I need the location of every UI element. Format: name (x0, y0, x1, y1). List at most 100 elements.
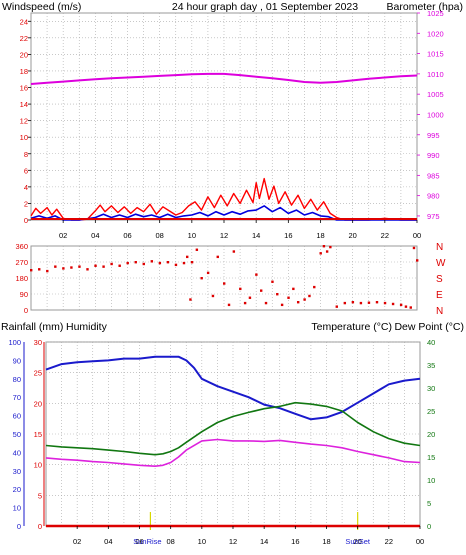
direction-point (319, 252, 322, 255)
direction-point (416, 259, 419, 262)
direction-tick-label: 0 (24, 306, 28, 315)
series-line (30, 72, 418, 85)
direction-point (259, 289, 263, 292)
direction-point (296, 301, 300, 304)
direction-point (359, 301, 363, 305)
direction-point (255, 273, 258, 276)
compass-label: N (436, 306, 443, 317)
direction-point (232, 250, 236, 253)
barometer-tick-label: 985 (427, 171, 440, 180)
direction-point (409, 306, 412, 309)
windspeed-tick-label: 12 (20, 117, 28, 126)
direction-point (54, 265, 57, 268)
wind-barometer-panel: 0246810121416182022249759809859909951000… (20, 9, 444, 240)
x-tick-label: 20 (353, 537, 361, 546)
rainfall-tick-label: 0 (38, 522, 42, 531)
direction-point (335, 305, 338, 308)
windspeed-tick-label: 22 (20, 34, 28, 43)
direction-point (280, 303, 284, 307)
direction-point (78, 265, 81, 268)
temperature-tick-label: 25 (427, 407, 435, 416)
humidity-tick-label: 30 (13, 467, 21, 476)
direction-point (243, 301, 247, 305)
direction-point (227, 303, 231, 307)
windspeed-axis-label: Windspeed (m/s) (2, 1, 81, 13)
windspeed-tick-label: 16 (20, 84, 28, 93)
direction-point (271, 280, 274, 283)
direction-tick-label: 360 (15, 242, 28, 251)
temperature-tick-label: 40 (427, 338, 435, 347)
barometer-tick-label: 990 (427, 151, 440, 160)
direction-point (62, 267, 65, 270)
temperature-tick-label: 20 (427, 430, 435, 439)
direction-point (200, 277, 203, 280)
dewpoint-axis-label: Dew Point (°C) (394, 321, 464, 333)
direction-point (46, 269, 49, 273)
x-tick-label: 00 (416, 537, 424, 546)
direction-point (367, 301, 371, 304)
direction-point (264, 301, 268, 305)
humidity-tick-label: 0 (17, 522, 21, 531)
direction-point (189, 298, 192, 301)
barometer-tick-label: 1005 (427, 90, 444, 99)
x-tick-label: 02 (59, 231, 67, 240)
compass-label: N (436, 242, 443, 253)
direction-point (190, 261, 194, 264)
series-line (45, 355, 421, 421)
temperature-tick-label: 15 (427, 453, 435, 462)
direction-point (38, 268, 41, 271)
compass-label: S (436, 274, 443, 285)
direction-point (391, 302, 395, 306)
direction-point (102, 265, 105, 268)
x-tick-label: 14 (260, 537, 268, 546)
x-tick-label: 16 (291, 537, 299, 546)
direction-point (248, 296, 252, 299)
series-line (30, 205, 417, 221)
x-tick-label: 06 (135, 537, 143, 546)
direction-point (239, 287, 242, 291)
direction-point (150, 260, 154, 263)
direction-point (110, 262, 113, 266)
windspeed-tick-label: 20 (20, 50, 28, 59)
barometer-tick-label: 1020 (427, 29, 444, 38)
direction-tick-label: 180 (15, 274, 28, 283)
direction-point (292, 287, 295, 291)
direction-point (126, 261, 129, 265)
barometer-tick-label: 975 (427, 212, 440, 221)
direction-point (313, 285, 316, 289)
windspeed-tick-label: 10 (20, 133, 28, 142)
direction-point (351, 301, 355, 304)
windspeed-tick-label: 18 (20, 67, 28, 76)
barometer-tick-label: 995 (427, 131, 440, 140)
x-tick-label: 22 (385, 537, 393, 546)
direction-point (216, 255, 219, 259)
direction-point (166, 261, 170, 264)
humidity-tick-label: 50 (13, 430, 21, 439)
temperature-axis-label: Temperature (°C) (311, 321, 392, 333)
compass-label: E (436, 290, 443, 301)
direction-point (383, 301, 387, 305)
x-tick-label: 12 (229, 537, 237, 546)
direction-point (412, 246, 416, 250)
humidity-tick-label: 60 (13, 412, 21, 421)
direction-point (223, 282, 226, 285)
direction-point (206, 271, 210, 275)
direction-point (329, 245, 332, 249)
windspeed-tick-label: 2 (24, 199, 28, 208)
barometer-tick-label: 1000 (427, 110, 444, 119)
temperature-tick-label: 10 (427, 476, 435, 485)
windspeed-tick-label: 6 (24, 166, 28, 175)
direction-point (375, 301, 379, 304)
x-tick-label: 22 (381, 231, 389, 240)
direction-point (399, 303, 403, 307)
direction-point (325, 250, 329, 253)
series-line (45, 401, 421, 456)
temperature-tick-label: 0 (427, 522, 431, 531)
barometer-tick-label: 980 (427, 192, 440, 201)
humidity-tick-label: 100 (8, 338, 21, 347)
humidity-tick-label: 40 (13, 448, 21, 457)
humidity-tick-label: 20 (13, 485, 21, 494)
x-tick-label: 10 (188, 231, 196, 240)
direction-point (134, 261, 137, 264)
